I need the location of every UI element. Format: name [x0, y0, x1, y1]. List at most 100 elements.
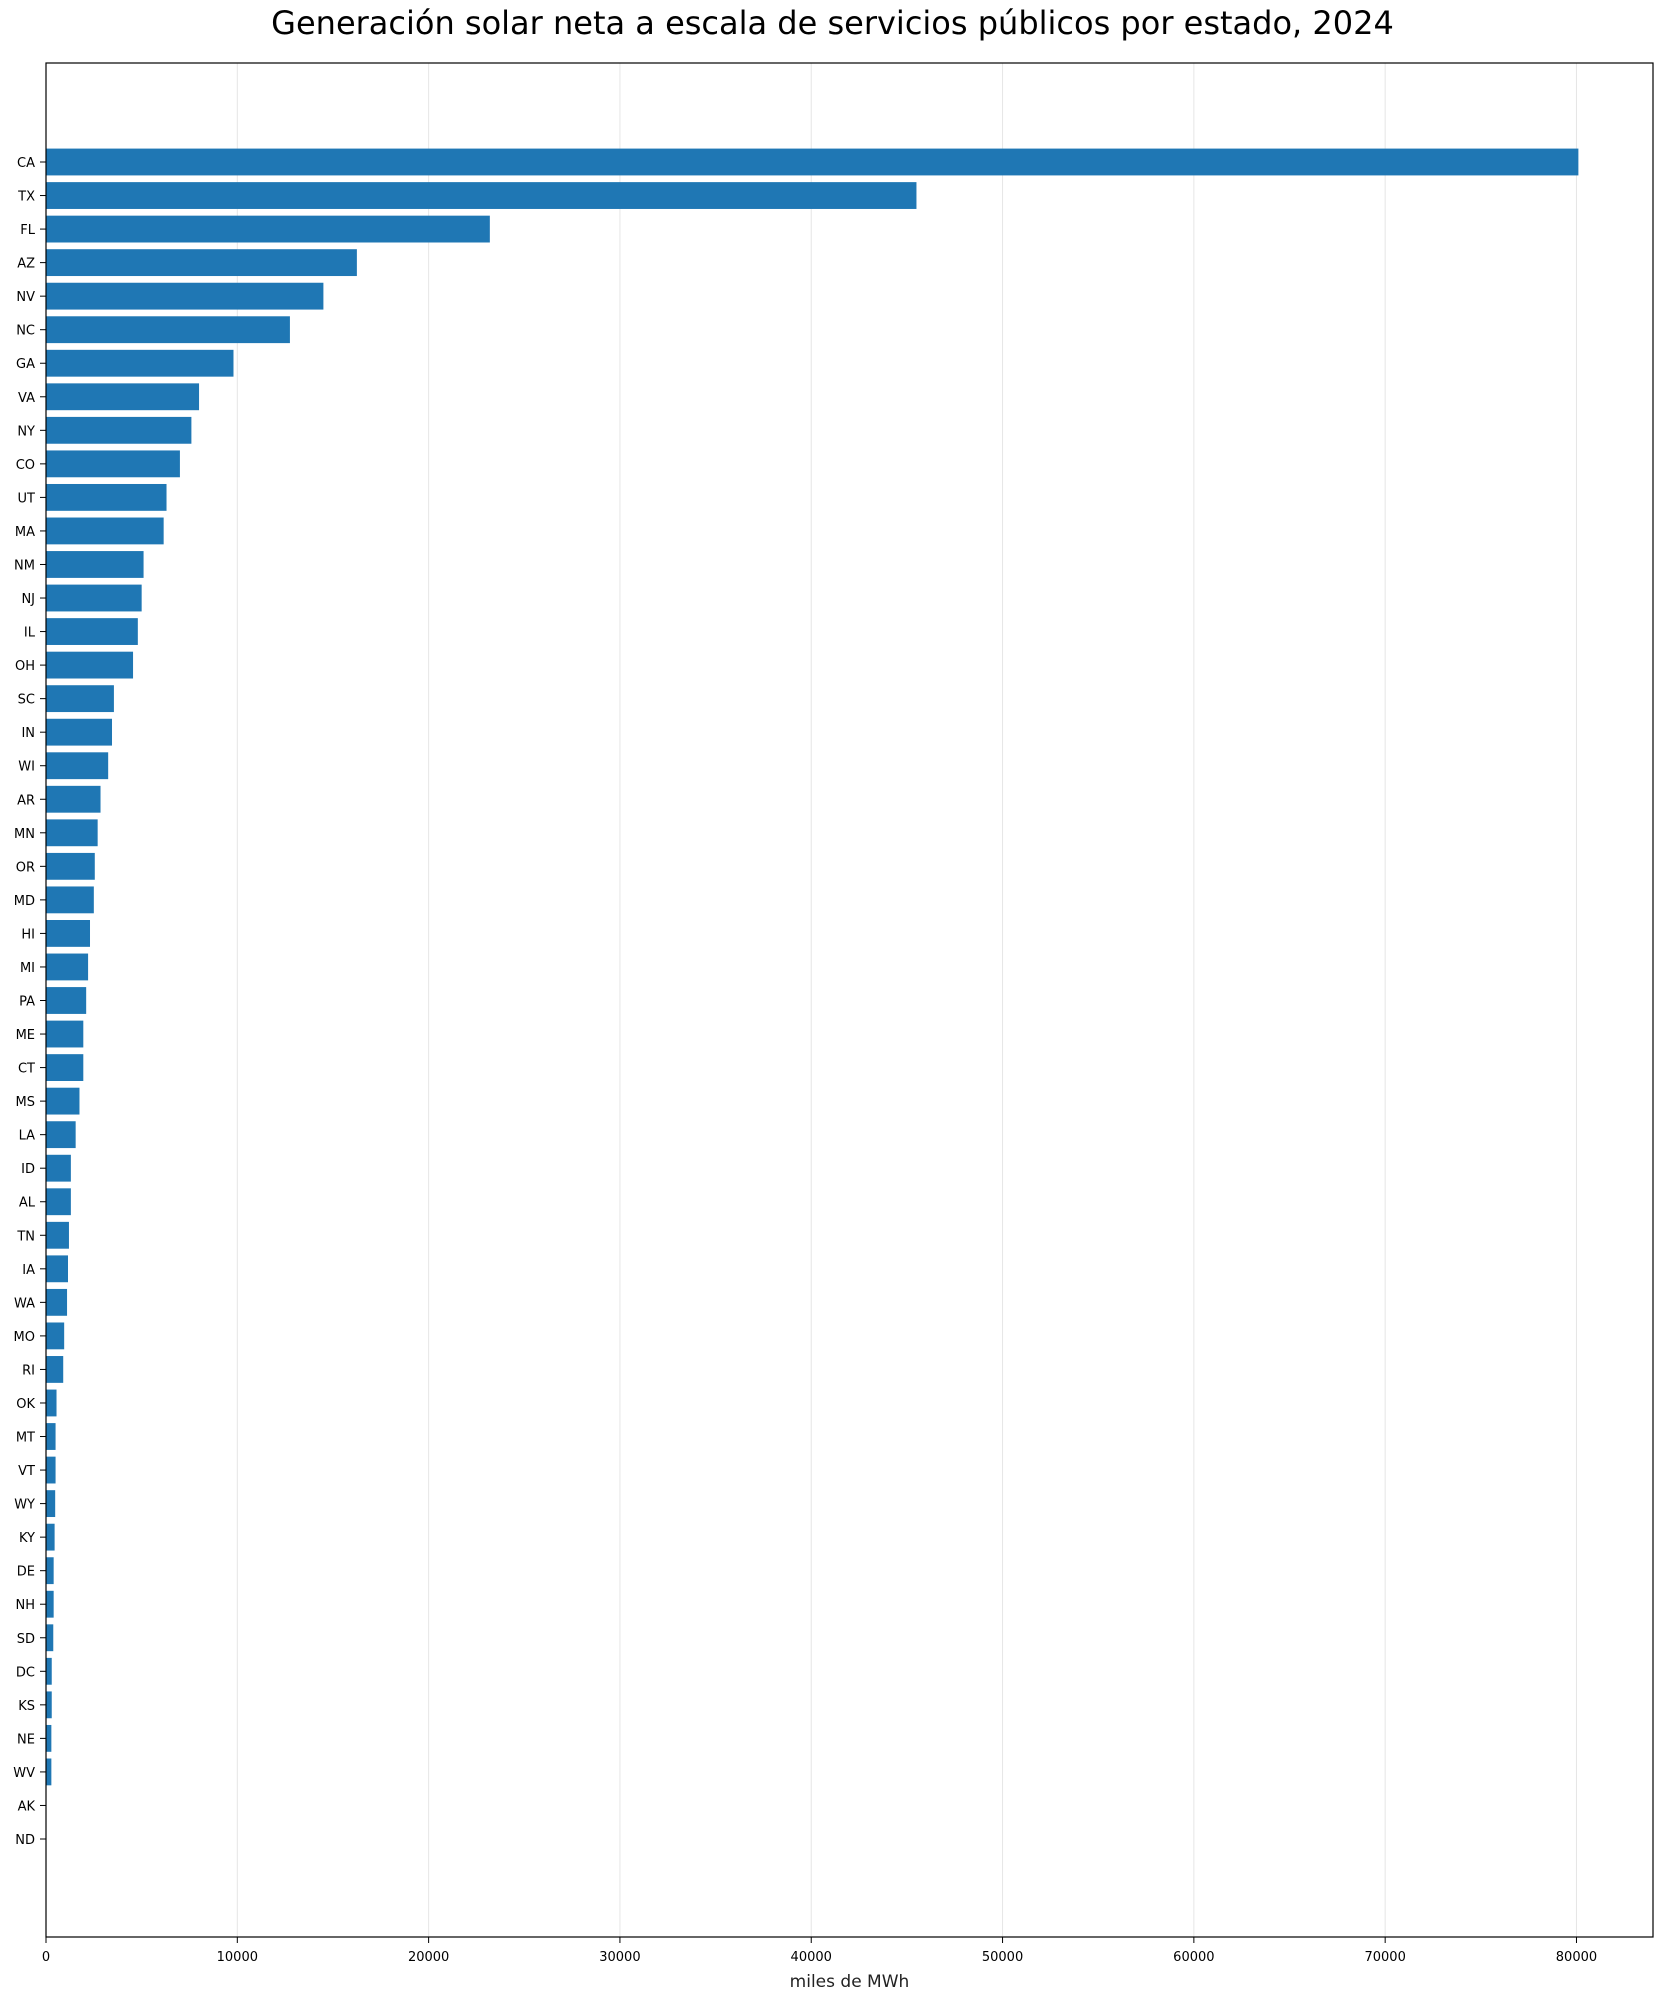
bar-ny	[46, 416, 192, 444]
y-tick-label: PA	[19, 995, 35, 1010]
x-tick-label: 10000	[217, 1950, 258, 1965]
y-tick-label: ME	[16, 1028, 35, 1043]
y-tick-label: KS	[18, 1699, 35, 1714]
x-tick-label: 30000	[599, 1950, 640, 1965]
bar-mi	[46, 953, 89, 981]
y-tick-label: ND	[15, 1833, 35, 1848]
y-tick-label: IN	[21, 726, 35, 741]
bar-mn	[46, 819, 98, 847]
bar-ca	[46, 148, 1579, 176]
y-tick-label: MD	[14, 894, 35, 909]
x-tick-label: 0	[42, 1950, 50, 1965]
y-tick-label: OK	[16, 1397, 35, 1412]
bar-or	[46, 852, 95, 880]
bar-nh	[46, 1590, 54, 1618]
y-tick-label: LA	[19, 1129, 36, 1144]
bar-vt	[46, 1456, 56, 1484]
bar-nm	[46, 551, 144, 578]
y-tick-label: MI	[20, 961, 35, 976]
y-tick-label: OH	[15, 659, 35, 674]
y-tick-label: NE	[17, 1732, 35, 1747]
bar-wi	[46, 752, 109, 780]
bar-la	[46, 1121, 76, 1149]
bar-wy	[46, 1490, 56, 1518]
bar-az	[46, 249, 357, 277]
y-tick-label: GA	[16, 357, 35, 372]
bar-id	[46, 1154, 71, 1182]
bar-ok	[46, 1389, 57, 1417]
y-tick-label: AZ	[17, 257, 35, 272]
y-tick-label: CA	[17, 156, 35, 171]
bar-nv	[46, 282, 324, 310]
y-tick-label: VA	[18, 391, 35, 406]
bar-ms	[46, 1087, 80, 1115]
y-tick-label: TX	[17, 190, 35, 205]
bar-ct	[46, 1054, 84, 1081]
y-tick-label: SC	[18, 693, 35, 708]
y-tick-label: ID	[21, 1162, 35, 1177]
bar-il	[46, 618, 138, 645]
y-tick-label: NY	[17, 424, 35, 439]
bars	[46, 148, 1579, 1786]
bar-ks	[46, 1691, 52, 1719]
bar-ut	[46, 483, 167, 511]
bar-ne	[46, 1724, 52, 1752]
bar-mt	[46, 1423, 56, 1450]
y-tick-label: WA	[14, 1296, 35, 1311]
bar-ia	[46, 1255, 69, 1283]
grid-lines	[45, 63, 1577, 1937]
bar-tx	[46, 182, 917, 209]
bar-me	[46, 1020, 84, 1048]
bar-de	[46, 1557, 54, 1585]
x-tick-label: 60000	[1173, 1950, 1214, 1965]
bar-md	[46, 886, 94, 914]
y-tick-label: AK	[18, 1799, 36, 1814]
bar-nj	[46, 584, 142, 612]
y-tick-label: AL	[19, 1196, 36, 1211]
bar-mo	[46, 1322, 65, 1350]
y-tick-label: FL	[20, 223, 35, 238]
x-tick-label: 40000	[791, 1950, 832, 1965]
y-tick-label: UT	[18, 491, 36, 506]
y-tick-label: SD	[17, 1632, 35, 1647]
bar-ri	[46, 1356, 64, 1383]
y-tick-label: MA	[15, 525, 35, 540]
x-axis-label: miles de MWh	[790, 1972, 910, 1992]
y-tick-label: IL	[24, 626, 36, 641]
y-tick-label: NV	[16, 290, 35, 305]
bar-nc	[46, 316, 290, 344]
bar-ky	[46, 1523, 55, 1551]
chart-title: Generación solar neta a escala de servic…	[271, 4, 1394, 42]
y-tick-label: AR	[17, 793, 35, 808]
bar-ga	[46, 349, 234, 377]
bar-al	[46, 1188, 71, 1216]
bar-ma	[46, 517, 164, 545]
y-tick-label: DC	[16, 1665, 35, 1680]
bar-co	[46, 450, 180, 478]
y-tick-label: NH	[16, 1598, 36, 1613]
y-ticks: CA TX FL AZ NV NC GA VA NY CO UT MA NM NJ IL OH SC IN WI AR…	[13, 156, 46, 1848]
y-tick-label: NJ	[21, 592, 35, 607]
y-tick-label: RI	[22, 1363, 35, 1378]
y-tick-label: WI	[18, 760, 35, 775]
y-tick-label: CT	[18, 1062, 35, 1077]
y-tick-label: CO	[16, 458, 35, 473]
bar-in	[46, 718, 113, 746]
y-tick-label: NC	[16, 324, 35, 339]
y-tick-label: DE	[17, 1565, 35, 1580]
bar-hi	[46, 920, 91, 947]
bar-sd	[46, 1624, 54, 1652]
x-tick-label: 50000	[982, 1950, 1023, 1965]
y-tick-label: MS	[16, 1095, 35, 1110]
y-tick-label: WV	[13, 1766, 35, 1781]
bar-pa	[46, 987, 87, 1014]
x-ticks: 0 10000 20000 30000 40000 50000 60000 70000 8000…	[42, 1937, 1597, 1965]
y-tick-label: OR	[16, 860, 35, 875]
y-tick-label: VT	[18, 1464, 35, 1479]
bar-sc	[46, 685, 114, 713]
x-tick-label: 80000	[1556, 1950, 1597, 1965]
y-tick-label: TN	[16, 1229, 35, 1244]
bar-oh	[46, 651, 134, 679]
y-tick-label: MO	[14, 1330, 35, 1345]
